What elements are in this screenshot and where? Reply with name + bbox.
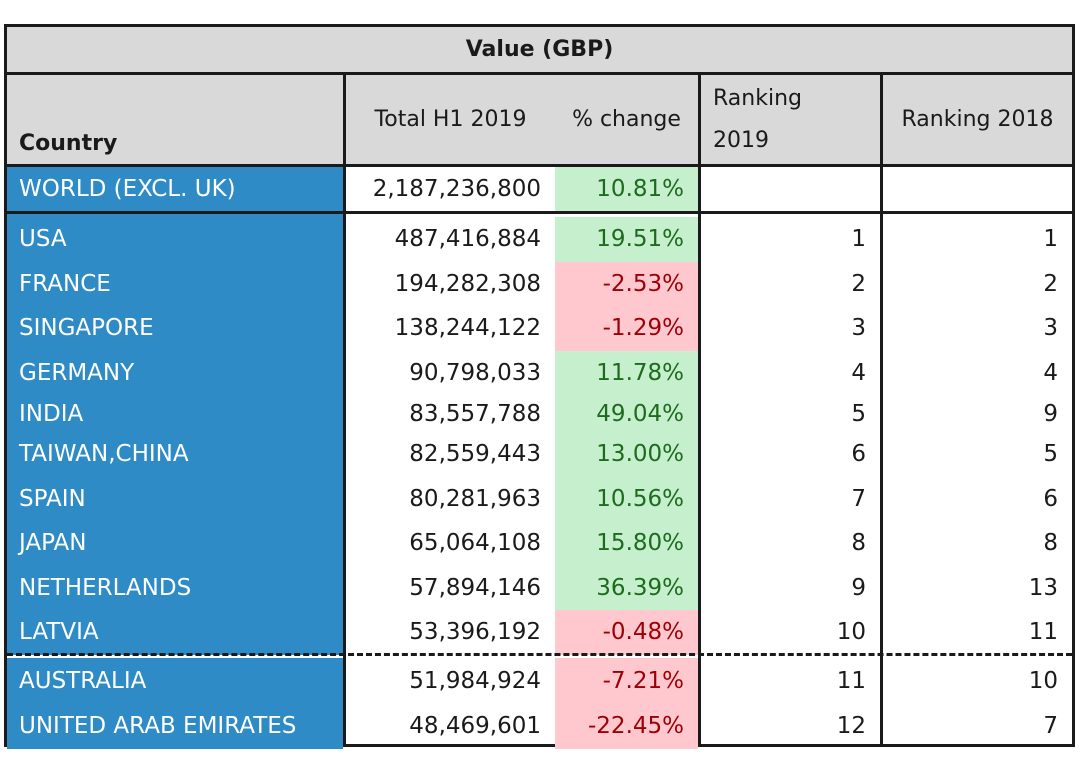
- world-row-divider: [7, 211, 1072, 214]
- rank2019-cell: 2: [851, 270, 866, 297]
- dashed-divider: [7, 652, 1072, 656]
- world-change-cell: 10.81%: [555, 167, 698, 211]
- column-header-total: Total H1 2019: [346, 75, 555, 164]
- total-cell: 82,559,443: [409, 441, 541, 468]
- total-cell: 83,557,788: [409, 400, 541, 427]
- rank2018-cell: 6: [1043, 485, 1058, 512]
- change-cell: -7.21%: [555, 657, 698, 704]
- column-divider-1: [698, 75, 701, 747]
- rank2018-cell: 10: [1028, 667, 1058, 694]
- rank2019-cell: 12: [836, 713, 866, 739]
- change-cell: 19.51%: [555, 217, 698, 262]
- world-rank2019-cell: [701, 167, 880, 211]
- rank2019-cell: 3: [851, 315, 866, 342]
- change-cell: -0.48%: [555, 610, 698, 655]
- change-cell: 36.39%: [555, 565, 698, 610]
- total-cell: 194,282,308: [394, 270, 541, 297]
- country-cell: FRANCE: [7, 261, 343, 306]
- total-cell: 65,064,108: [409, 530, 541, 557]
- change-cell: 13.00%: [555, 432, 698, 477]
- rank2018-cell: 13: [1028, 574, 1058, 601]
- total-cell: 90,798,033: [409, 359, 541, 386]
- column-divider-2: [880, 75, 883, 747]
- total-cell: 48,469,601: [409, 713, 541, 739]
- column-header-change-label: % change: [572, 107, 681, 132]
- country-cell: AUSTRALIA: [7, 657, 343, 704]
- country-cell: SINGAPORE: [7, 306, 343, 351]
- country-cell: JAPAN: [7, 521, 343, 566]
- data-table: Value (GBP) Country Total H1 2019 % change R…: [4, 24, 1075, 749]
- country-column-gap: [7, 214, 343, 217]
- rank2018-cell: 3: [1043, 315, 1058, 342]
- country-cell: UNITED ARAB EMIRATES: [7, 703, 343, 749]
- column-header-total-label: Total H1 2019: [374, 107, 527, 132]
- country-cell: LATVIA: [7, 610, 343, 655]
- total-cell: 80,281,963: [409, 485, 541, 512]
- country-cell: NETHERLANDS: [7, 565, 343, 610]
- rank2019-cell: 9: [851, 574, 866, 601]
- total-cell: 57,894,146: [409, 574, 541, 601]
- group-header-divider: [7, 72, 1072, 75]
- rank2018-cell: 4: [1043, 359, 1058, 386]
- change-cell: 10.56%: [555, 476, 698, 521]
- column-header-change: % change: [555, 75, 698, 164]
- rank2018-cell: 5: [1043, 441, 1058, 468]
- rank2018-cell: 9: [1043, 400, 1058, 427]
- column-header-rank2018: Ranking 2018: [883, 75, 1072, 164]
- total-cell: 487,416,884: [394, 226, 541, 253]
- rank2018-cell: 1: [1043, 226, 1058, 253]
- change-cell: 15.80%: [555, 521, 698, 566]
- column-header-country: Country: [7, 75, 343, 164]
- world-country-cell: WORLD (EXCL. UK): [7, 167, 343, 211]
- group-header: Value (GBP): [7, 27, 1072, 72]
- country-cell: SPAIN: [7, 476, 343, 521]
- change-cell: 49.04%: [555, 395, 698, 432]
- rank2018-cell: 8: [1043, 530, 1058, 557]
- total-cell: 51,984,924: [409, 667, 541, 694]
- column-header-divider: [7, 164, 1072, 167]
- rank2018-cell: 7: [1043, 713, 1058, 739]
- change-cell: -1.29%: [555, 306, 698, 351]
- rank2018-cell: 11: [1028, 619, 1058, 646]
- rank2019-cell: 6: [851, 441, 866, 468]
- rank2018-cell: 2: [1043, 270, 1058, 297]
- country-cell: GERMANY: [7, 350, 343, 395]
- change-cell: -2.53%: [555, 261, 698, 306]
- column-header-rank2019-label: Ranking 2019: [713, 85, 802, 153]
- group-header-label: Value (GBP): [465, 37, 614, 62]
- world-total-cell: 2,187,236,800: [372, 176, 541, 202]
- column-header-rank2018-label: Ranking 2018: [901, 107, 1054, 132]
- rank2019-cell: 10: [836, 619, 866, 646]
- country-cell: INDIA: [7, 395, 343, 432]
- country-cell: USA: [7, 217, 343, 262]
- total-cell: 53,396,192: [409, 619, 541, 646]
- column-header-rank2019: Ranking 2019: [701, 75, 880, 164]
- column-header-country-label: Country: [19, 131, 118, 156]
- rank2019-cell: 11: [836, 667, 866, 694]
- country-cell: TAIWAN,CHINA: [7, 432, 343, 477]
- rank2019-cell: 5: [851, 400, 866, 427]
- change-cell: -22.45%: [555, 703, 698, 749]
- total-cell: 138,244,122: [394, 315, 541, 342]
- rank2019-cell: 8: [851, 530, 866, 557]
- rank2019-cell: 1: [851, 226, 866, 253]
- column-divider-0: [343, 75, 346, 747]
- rank2019-cell: 4: [851, 359, 866, 386]
- change-cell: 11.78%: [555, 350, 698, 395]
- world-rank2018-cell: [883, 167, 1072, 211]
- rank2019-cell: 7: [851, 485, 866, 512]
